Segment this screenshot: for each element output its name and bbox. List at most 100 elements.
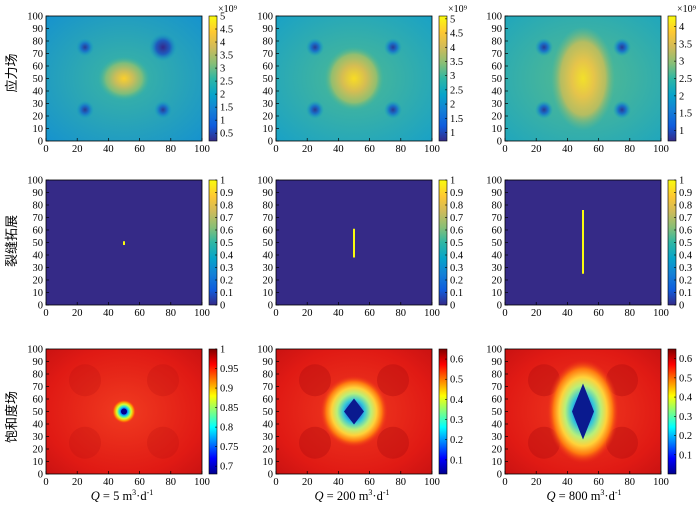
x-tick-label: 100	[424, 477, 440, 488]
colorbar-tick-label: 0.7	[220, 462, 233, 473]
colorbar-tick-label: 1	[679, 126, 684, 137]
y-tick-label: 80	[492, 37, 503, 48]
colorbar-tick-label: 3	[450, 71, 455, 82]
x-tick-label: 100	[194, 477, 210, 488]
x-tick-label: 60	[593, 477, 604, 488]
y-tick-label: 60	[33, 62, 44, 73]
colorbar-tick-label: 0.9	[220, 384, 233, 395]
colorbar-tick-label: 0.4	[450, 251, 464, 262]
y-tick-label: 10	[492, 124, 503, 135]
colorbar-tick-label: 1	[450, 128, 455, 139]
y-tick-label: 40	[263, 87, 274, 98]
x-tick-label: 20	[72, 477, 83, 488]
x-tick-label: 80	[166, 308, 177, 319]
colorbar-tick-label: 4	[679, 22, 685, 33]
colorbar-tick-label: 0.4	[450, 395, 464, 406]
colorbar-tick-label: 0.8	[679, 201, 692, 212]
stress-low-spot	[154, 100, 172, 119]
colorbar-tick-label: 0.1	[679, 288, 692, 299]
stress-low-spot	[306, 38, 324, 57]
x-tick-label: 20	[302, 477, 313, 488]
y-tick-label: 0	[497, 301, 502, 312]
y-tick-label: 0	[38, 137, 43, 148]
x-tick-label: 0	[273, 308, 278, 319]
y-tick-label: 10	[263, 288, 274, 299]
y-tick-label: 70	[492, 49, 503, 60]
x-tick-label: 0	[43, 144, 48, 155]
x-tick-label: 60	[134, 308, 145, 319]
caption-q800: Q = 800 m3·d-1	[546, 488, 621, 503]
colorbar-tick-label: 0.2	[450, 276, 463, 287]
y-tick-label: 40	[263, 251, 274, 262]
colorbar-tick-label: 0.5	[679, 373, 692, 384]
y-tick-label: 80	[263, 201, 274, 212]
colorbar-tick-label: 0	[220, 301, 225, 312]
x-tick-label: 20	[302, 144, 313, 155]
y-tick-label: 100	[257, 12, 273, 23]
x-tick-label: 20	[72, 144, 83, 155]
y-tick-label: 60	[33, 395, 44, 406]
colorbar-tick-label: 0.3	[679, 412, 692, 423]
y-tick-label: 10	[33, 124, 44, 135]
y-tick-label: 20	[263, 276, 274, 287]
x-tick-label: 60	[593, 308, 604, 319]
x-tick-label: 100	[194, 144, 210, 155]
y-tick-label: 0	[38, 470, 43, 481]
saturation-well-shade	[299, 426, 331, 459]
colorbar	[208, 15, 218, 142]
colorbar-exponent: ×10⁹	[448, 4, 468, 15]
y-tick-label: 80	[33, 37, 44, 48]
y-tick-label: 60	[263, 395, 274, 406]
colorbar-tick-label: 0.8	[220, 201, 233, 212]
y-tick-label: 100	[486, 345, 502, 356]
y-tick-label: 60	[492, 226, 503, 237]
y-tick-label: 50	[492, 407, 503, 418]
y-tick-label: 50	[263, 74, 274, 85]
colorbar-tick-label: 0.7	[679, 213, 692, 224]
colorbar-tick-label: 0.4	[679, 393, 693, 404]
colorbar-tick-label: 0.75	[220, 442, 238, 453]
x-tick-label: 80	[625, 144, 636, 155]
colorbar-tick-label: 3	[679, 57, 684, 68]
colorbar-tick-label: 1.5	[679, 109, 692, 120]
y-tick-label: 10	[492, 457, 503, 468]
x-tick-label: 60	[364, 308, 375, 319]
y-tick-label: 20	[492, 112, 503, 123]
stress-low-spot	[384, 100, 402, 119]
x-tick-label: 100	[194, 308, 210, 319]
colorbar-tick-label: 0.5	[450, 238, 463, 249]
y-tick-label: 70	[33, 382, 44, 393]
colorbar-exponent: ×10⁹	[677, 4, 697, 15]
y-tick-label: 100	[27, 176, 43, 187]
y-tick-label: 40	[33, 420, 44, 431]
x-tick-label: 80	[396, 308, 407, 319]
colorbar-tick-label: 0.8	[220, 423, 233, 434]
x-tick-label: 40	[333, 477, 344, 488]
y-tick-label: 20	[33, 276, 44, 287]
stress-concentration	[324, 46, 384, 111]
y-tick-label: 20	[263, 112, 274, 123]
y-tick-label: 70	[263, 213, 274, 224]
y-tick-label: 0	[497, 137, 502, 148]
y-tick-label: 70	[263, 49, 274, 60]
stress-concentration	[551, 26, 615, 131]
y-tick-label: 20	[33, 112, 44, 123]
colorbar-tick-label: 4	[220, 38, 226, 49]
stress-low-spot	[149, 33, 177, 62]
y-tick-label: 0	[268, 301, 273, 312]
colorbar-tick-label: 0.3	[450, 415, 463, 426]
y-tick-label: 90	[492, 188, 503, 199]
colorbar-tick-label: 0.7	[450, 213, 463, 224]
colorbar-tick-label: 0.5	[220, 129, 233, 140]
colorbar	[438, 348, 448, 475]
panel-saturation-2: 0 20 40 60 80 10001020304050607080901000.10.2…	[257, 345, 464, 489]
y-tick-label: 20	[492, 445, 503, 456]
y-tick-label: 50	[263, 238, 274, 249]
x-tick-label: 0	[502, 477, 507, 488]
panel-fracture-2: 0 20 40 60 80 100010203040506070809010000.10.…	[257, 176, 464, 320]
x-tick-label: 80	[625, 308, 636, 319]
x-tick-label: 0	[273, 144, 278, 155]
x-tick-label: 20	[302, 308, 313, 319]
y-tick-label: 10	[33, 457, 44, 468]
